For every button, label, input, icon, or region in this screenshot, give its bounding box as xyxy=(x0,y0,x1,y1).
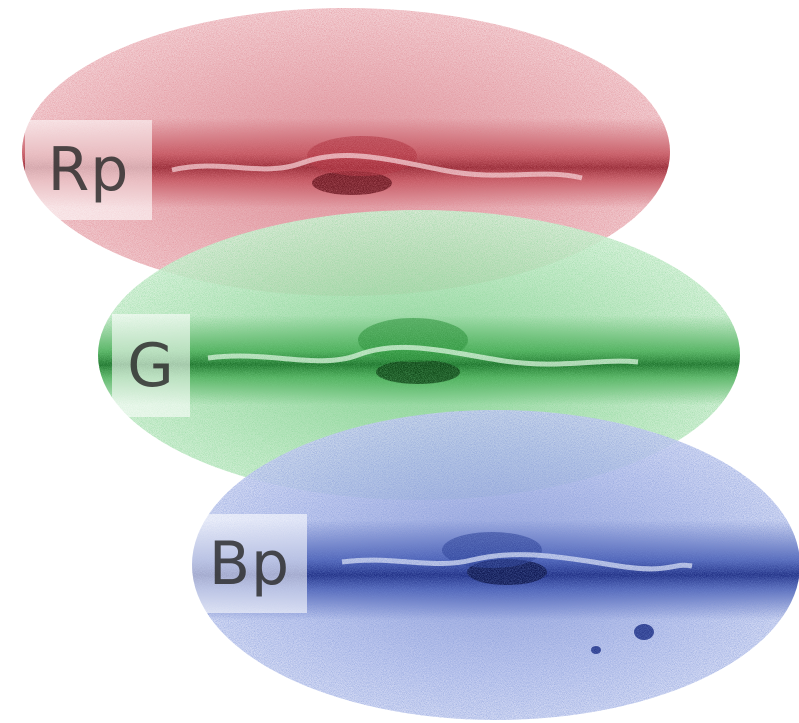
rp-band-label: Rp xyxy=(25,120,152,220)
g-band-label: G xyxy=(112,314,190,417)
bp-band-label: Bp xyxy=(192,514,307,613)
